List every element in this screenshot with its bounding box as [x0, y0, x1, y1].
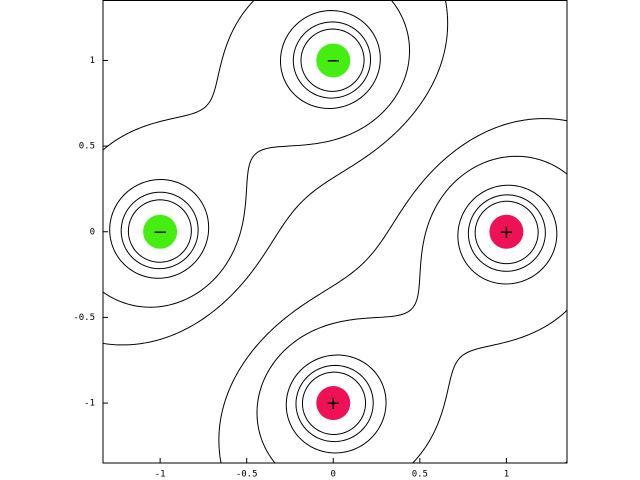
y-tick-label: -1 [84, 399, 95, 409]
contour-line [301, 200, 539, 435]
charge-sign: + [326, 393, 341, 414]
charge [489, 214, 524, 249]
x-tick-label: 0 [331, 470, 336, 480]
x-tick-label: 1 [504, 470, 509, 480]
contour-line [295, 194, 546, 443]
y-tick-label: 0.5 [79, 142, 95, 152]
contour-line [103, 0, 449, 346]
contour-line [127, 28, 365, 263]
charge-sign: − [153, 222, 168, 243]
x-tick-label: -0.5 [236, 470, 258, 480]
x-tick-label: -1 [155, 470, 166, 480]
charge-sign: + [499, 222, 514, 243]
y-tick-label: -0.5 [73, 313, 95, 323]
charge [316, 386, 351, 421]
charge [143, 214, 178, 249]
y-tick-label: 0 [90, 227, 95, 237]
y-tick-label: 1 [90, 56, 95, 66]
contour-line [218, 118, 567, 463]
charge-sign: − [326, 50, 341, 71]
contour-line [103, 0, 411, 308]
contour-line [120, 21, 372, 270]
contour-line [256, 155, 567, 463]
contour-line [109, 10, 381, 279]
contour-line [285, 184, 558, 454]
charge [316, 43, 351, 78]
x-tick-label: 0.5 [412, 470, 428, 480]
